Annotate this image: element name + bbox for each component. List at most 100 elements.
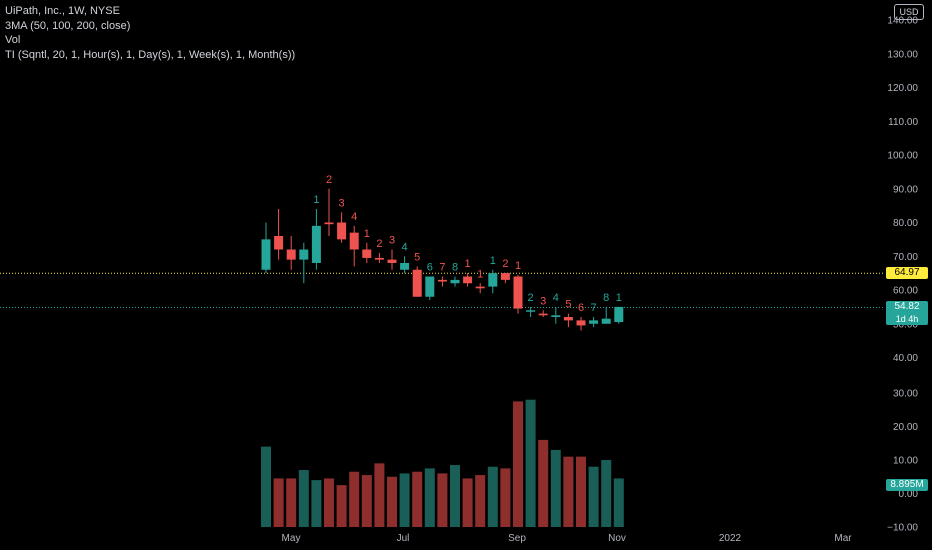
- volume-bar: [273, 478, 284, 527]
- candle-body: [349, 232, 359, 250]
- time-tick-label: May: [282, 533, 301, 544]
- volume-tick-label: 10.00: [893, 456, 918, 467]
- resistance-price-tag: 64.97: [886, 267, 928, 280]
- sequential-count-label: 3: [339, 197, 345, 209]
- time-tick-label: Sep: [508, 533, 526, 544]
- candlesticks: [261, 188, 624, 331]
- sequential-count-label: 7: [591, 302, 597, 314]
- volume-bar: [336, 485, 347, 527]
- sequential-count-label: 3: [389, 235, 395, 247]
- volume-bar: [387, 476, 397, 527]
- candle-body: [475, 286, 485, 289]
- volume-bar: [324, 478, 334, 527]
- symbol-title[interactable]: UiPath, Inc., 1W, NYSE: [5, 5, 120, 17]
- candle-body: [362, 249, 372, 258]
- volume-bar: [311, 480, 322, 527]
- sequential-count-label: 1: [477, 268, 483, 280]
- sequential-count-label: 1: [616, 292, 622, 304]
- volume-bar: [261, 446, 271, 527]
- sequential-count-label: 7: [439, 262, 445, 274]
- sequential-count-label: 8: [603, 292, 609, 304]
- volume-bars: [261, 399, 624, 527]
- candle-body: [538, 313, 548, 316]
- candle-body: [450, 279, 460, 284]
- candle-body: [589, 320, 599, 324]
- sequential-count-label: 1: [364, 228, 370, 240]
- candle-body: [274, 236, 284, 250]
- candle-body: [563, 317, 573, 321]
- price-tick-label: 90.00: [893, 184, 918, 195]
- volume-bar: [513, 401, 523, 527]
- sequential-count-label: 1: [515, 260, 521, 272]
- time-axis: May Jul Sep Nov 2022 Mar: [282, 533, 853, 544]
- volume-bar: [462, 478, 473, 527]
- sequential-count-label: 4: [351, 211, 357, 223]
- sequential-count-label: 1: [490, 255, 496, 267]
- price-tick-label: 40.00: [893, 353, 918, 364]
- volume-bar: [286, 478, 297, 527]
- sequential-count-label: 4: [553, 292, 559, 304]
- candle-body: [374, 257, 384, 260]
- candle-body: [311, 225, 321, 263]
- ti-indicator-label[interactable]: TI (Sqntl, 20, 1, Hour(s), 1, Day(s), 1,…: [5, 48, 296, 61]
- volume-bar: [525, 399, 536, 527]
- volume-bar: [588, 466, 599, 527]
- volume-bar: [538, 439, 549, 527]
- price-tick-label: 120.00: [887, 83, 918, 94]
- sequential-count-label: 4: [402, 241, 408, 253]
- volume-bar: [374, 463, 385, 527]
- candle-body: [601, 318, 611, 324]
- price-tick-label: 70.00: [893, 252, 918, 263]
- candle-body: [500, 273, 510, 280]
- sequential-count-label: 1: [465, 258, 471, 270]
- volume-tick-label: −10.00: [887, 523, 918, 534]
- sequential-count-label: 2: [528, 292, 534, 304]
- candle-body: [387, 259, 397, 263]
- sequential-count-label: 8: [452, 262, 458, 274]
- volume-bar: [563, 456, 574, 527]
- volume-bar: [550, 449, 561, 527]
- sequential-count-label: 3: [540, 295, 546, 307]
- volume-bar: [475, 475, 486, 527]
- candle-body: [576, 320, 586, 326]
- volume-tick-label: 0.00: [899, 489, 919, 500]
- ma-indicator-label[interactable]: 3MA (50, 100, 200, close): [5, 19, 131, 32]
- time-tick-label: 2022: [719, 533, 742, 544]
- legend: UiPath, Inc., 1W, NYSE 3MA (50, 100, 200…: [5, 4, 295, 62]
- time-tick-label: Mar: [834, 533, 852, 544]
- last-price-value: 54.82: [894, 301, 920, 313]
- candle-body: [425, 276, 435, 297]
- candle-body: [614, 306, 624, 323]
- volume-bar: [500, 468, 511, 527]
- candle-body: [299, 249, 309, 260]
- volume-bar: [361, 475, 372, 527]
- candle-body: [286, 249, 296, 260]
- last-price-tag: 54.82 1d 4h: [886, 301, 928, 326]
- volume-bar: [487, 466, 498, 527]
- sequential-count-label: 2: [502, 258, 508, 270]
- candle-body: [463, 276, 473, 284]
- candle-body: [526, 310, 536, 312]
- volume-bar: [399, 473, 410, 527]
- candle-body: [324, 222, 334, 225]
- sequential-count-label: 1: [313, 194, 319, 206]
- sequential-count-label: 2: [326, 174, 332, 186]
- currency-button[interactable]: USD: [894, 4, 924, 20]
- volume-bar: [437, 473, 448, 527]
- volume-indicator-label[interactable]: Vol: [5, 34, 21, 46]
- candle-body: [551, 315, 561, 317]
- volume-bar: [412, 471, 423, 527]
- sequential-count-label: 5: [414, 251, 420, 263]
- price-tick-label: 140.00: [887, 16, 918, 27]
- price-tick-label: 100.00: [887, 151, 918, 162]
- time-tick-label: Nov: [608, 533, 626, 544]
- sequential-count-label: 6: [578, 302, 584, 314]
- volume-bar: [424, 468, 435, 527]
- bar-countdown: 1d 4h: [895, 314, 919, 325]
- volume-tick-label: 20.00: [893, 422, 918, 433]
- sequential-count-label: 6: [427, 262, 433, 274]
- volume-bar: [613, 478, 624, 527]
- candle-body: [261, 239, 271, 270]
